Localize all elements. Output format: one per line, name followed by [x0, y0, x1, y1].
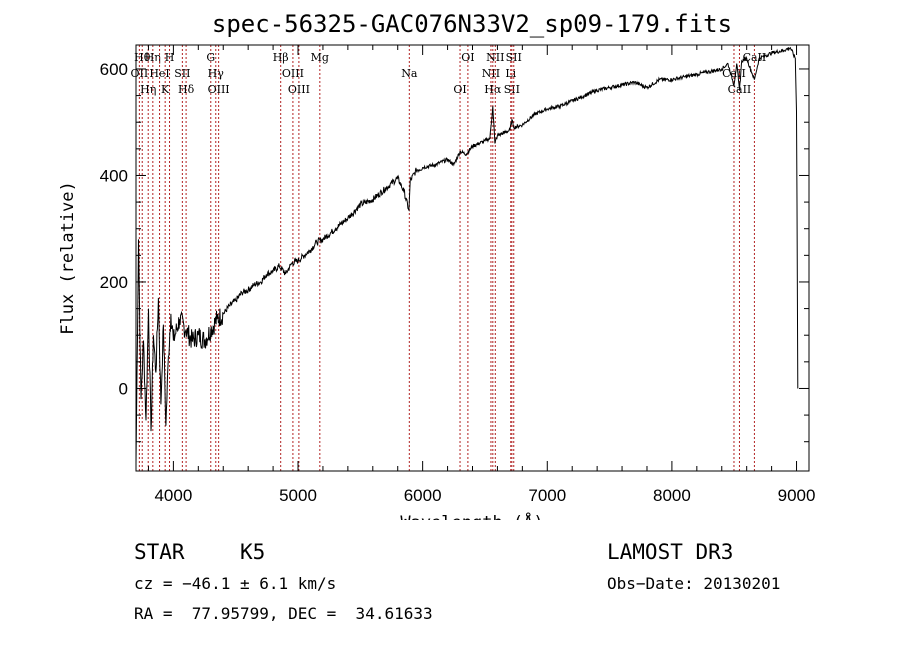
- x-tick-label-4: 8000: [653, 486, 691, 505]
- marker-label-2: Hη: [140, 83, 156, 96]
- series-line-0: [135, 46, 799, 464]
- y-tick-label-3: 600: [100, 60, 128, 79]
- marker-label-22: Li: [505, 67, 516, 80]
- marker-label-19: NII: [482, 67, 500, 80]
- marker-label-11: OIII: [208, 83, 230, 96]
- marker-label-23: SII: [504, 83, 520, 96]
- y-axis-label: Flux (relative): [58, 181, 78, 335]
- marker-label-16: Na: [401, 67, 418, 80]
- object-subclass: K5: [240, 540, 266, 564]
- observation-date: Obs−Date: 20130201: [607, 574, 781, 593]
- marker-label-13: OIII: [282, 67, 304, 80]
- x-tick-label-1: 5000: [279, 486, 317, 505]
- series-group: [135, 46, 799, 464]
- marker-label-10: Hγ: [208, 67, 225, 80]
- marker-label-6: H: [165, 51, 175, 64]
- x-axis: 4000 5000 6000 7000 8000 9000: [147, 45, 816, 505]
- marker-label-4: HeI: [149, 67, 169, 80]
- marker-label-5: K: [161, 83, 170, 96]
- y-axis: 0 200 400 600: [100, 60, 809, 443]
- marker-label-0: Hθ: [134, 51, 151, 64]
- x-tick-label-2: 6000: [404, 486, 442, 505]
- chart-title: spec-56325-GAC076N33V2_sp09-179.fits: [212, 10, 732, 38]
- marker-label-18: OI: [461, 51, 474, 64]
- object-class: STAR: [134, 540, 185, 564]
- y-tick-label-2: 400: [100, 166, 128, 185]
- x-tick-label-3: 7000: [528, 486, 566, 505]
- marker-label-21: NII: [486, 51, 504, 64]
- marker-label-9: G: [206, 51, 215, 64]
- marker-label-7: SII: [174, 67, 190, 80]
- survey-name: LAMOST DR3: [607, 540, 734, 564]
- marker-label-24: SII: [506, 51, 522, 64]
- y-tick-label-0: 0: [119, 379, 128, 398]
- marker-label-17: OI: [453, 83, 466, 96]
- x-tick-label-5: 9000: [778, 486, 816, 505]
- marker-label-1: OII: [131, 67, 149, 80]
- marker-label-3: Hη: [145, 51, 161, 64]
- y-tick-label-1: 200: [100, 273, 128, 292]
- coordinates: RA = 77.95799, DEC = 34.61633: [134, 604, 433, 623]
- plot-frame: [135, 44, 810, 472]
- x-axis-label: Wavelength (Å): [400, 511, 543, 520]
- marker-label-14: OIII: [288, 83, 310, 96]
- redshift-velocity: cz = −46.1 ± 6.1 km/s: [134, 574, 337, 593]
- marker-label-12: Hβ: [273, 51, 289, 64]
- spectrum-chart: spec-56325-GAC076N33V2_sp09-179.fits Hθ O…: [58, 10, 816, 520]
- marker-label-15: Mg: [311, 51, 329, 64]
- line-markers: Hθ OII Hη Hη HeI K H SII Hδ G Hγ OIII Hβ OIII OIII Mg Na…: [131, 45, 766, 471]
- marker-label-25: CaII: [722, 67, 746, 80]
- marker-label-20: Hα: [484, 83, 502, 96]
- x-tick-label-0: 4000: [154, 486, 192, 505]
- marker-label-8: Hδ: [178, 83, 195, 96]
